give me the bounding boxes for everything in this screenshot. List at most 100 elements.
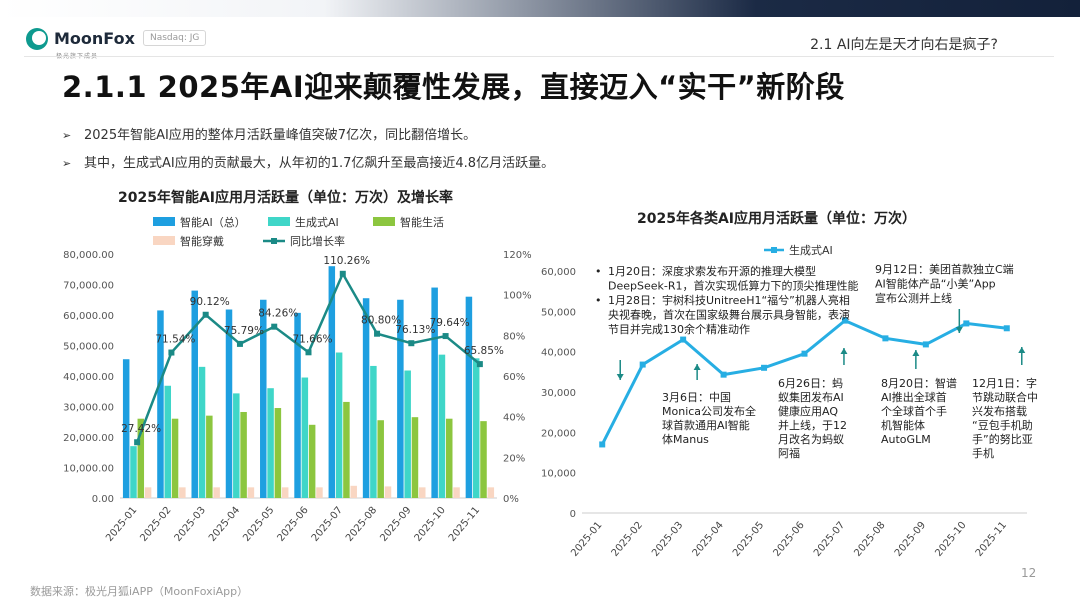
legend-label: 同比增长率 [290, 234, 345, 248]
x-tick-label: 2025-05 [731, 520, 766, 559]
annotation-text: 3月6日：中国 [662, 391, 731, 404]
growth-data-label: 76.13% [395, 324, 435, 336]
growth-data-label: 71.54% [155, 334, 195, 346]
bullet-item: ➢ 2025年智能AI应用的整体月活跃量峰值突破7亿次，同比翻倍增长。 [62, 124, 476, 143]
growth-data-label: 80.80% [361, 315, 401, 327]
bar-ai-total [294, 312, 301, 498]
y2-tick-label: 20% [503, 453, 525, 464]
growth-marker [408, 340, 415, 347]
legend-label: 智能AI（总） [180, 215, 246, 229]
growth-data-label: 84.26% [258, 308, 298, 320]
annotation-text: 宣布公测并上线 [875, 291, 952, 305]
bullet-item: ➢ 其中，生成式AI应用的贡献最大，从年初的1.7亿飙升至最高接近4.8亿月活跃量… [62, 152, 554, 171]
y-tick-label: 0.00 [92, 494, 114, 505]
gen-ai-marker [963, 320, 970, 327]
y-tick-label: 30,000 [541, 388, 576, 399]
growth-data-label: 90.12% [190, 296, 230, 308]
annotation-text: 并上线，于12 [778, 418, 847, 432]
arrow-bullet-icon: ➢ [62, 157, 72, 170]
y-tick-label: 70,000.00 [63, 281, 114, 292]
y2-tick-label: 120% [503, 250, 532, 261]
bar-ai-total [431, 287, 438, 498]
y-tick-label: 40,000.00 [63, 372, 114, 383]
gen-ai-marker [680, 336, 687, 343]
annotation-text: 1月20日：深度求索发布开源的推理大模型 [608, 264, 816, 278]
gen-ai-marker [720, 371, 727, 378]
bar-smart-wear [316, 487, 323, 498]
moonfox-logo: MoonFox [26, 28, 135, 50]
x-tick-label: 2025-03 [173, 505, 208, 544]
bar-smart-life [240, 411, 247, 498]
gen-ai-marker [922, 341, 929, 348]
ticker-badge: Nasdaq: JG [143, 30, 207, 46]
growth-marker [374, 330, 381, 337]
section-title: 2.1 AI向左是天才向右是疯子? [810, 37, 998, 53]
annotation-arrow-icon [912, 350, 920, 356]
growth-marker [442, 333, 449, 340]
y-tick-label: 60,000 [541, 267, 576, 278]
gen-ai-marker [1003, 325, 1010, 332]
bar-gen-ai [130, 446, 137, 498]
moonfox-logo-icon [26, 28, 48, 50]
x-tick-label: 2025-10 [933, 520, 968, 559]
y-tick-label: 20,000.00 [63, 433, 114, 444]
title-divider [24, 56, 1054, 57]
growth-data-label: 65.85% [464, 345, 504, 357]
x-tick-label: 2025-04 [207, 505, 242, 544]
growth-marker [134, 439, 141, 446]
legend-swatch [268, 217, 290, 226]
bar-smart-wear [179, 487, 186, 498]
y-tick-label: 20,000 [541, 428, 576, 439]
annotation-text: AutoGLM [881, 433, 931, 446]
bar-smart-wear [487, 487, 495, 498]
bar-ai-total [122, 359, 130, 498]
chart2-svg: 0 10,000 20,000 30,000 40,000 50,000 60,000 202… [541, 243, 1038, 559]
x-tick-label: 2025-08 [344, 505, 379, 544]
bullet-text: 2025年智能AI应用的整体月活跃量峰值突破7亿次，同比翻倍增长。 [84, 128, 477, 143]
bar-gen-ai [301, 377, 309, 498]
x-tick-label: 2025-06 [772, 520, 807, 559]
bar-smart-life [343, 401, 350, 498]
y-tick-label: 50,000 [541, 307, 576, 318]
growth-data-label: 75.79% [224, 325, 264, 337]
y2-tick-label: 100% [503, 291, 532, 302]
y2-tick-label: 60% [503, 372, 525, 383]
gen-ai-marker [599, 441, 606, 448]
x-tick-label: 2025-09 [893, 520, 928, 559]
annotation-text: 机智能体 [881, 418, 925, 432]
annotation-text: 6月26日：蚂 [778, 377, 843, 390]
growth-marker [476, 361, 483, 368]
gen-ai-marker [801, 350, 808, 357]
annotation-arrow-icon [955, 327, 963, 333]
growth-marker [271, 323, 278, 330]
growth-data-label: 79.64% [430, 317, 470, 329]
chart2-title: 2025年各类AI应用月活跃量（单位：万次） [637, 211, 917, 227]
annotation-text: 个全球首个手 [881, 404, 947, 418]
y-tick-label: 10,000.00 [63, 464, 114, 475]
x-tick-label: 2025-01 [569, 520, 604, 559]
bar-smart-wear [213, 487, 220, 498]
growth-marker [202, 311, 209, 318]
x-tick-label: 2025-08 [852, 520, 887, 559]
bar-ai-total [260, 299, 267, 498]
bar-smart-life [377, 420, 384, 498]
x-tick-label: 2025-09 [378, 505, 413, 544]
annotation-text: 12月1日：字 [972, 376, 1037, 390]
annotation-text: 手机 [972, 446, 994, 460]
bar-smart-life [171, 418, 179, 498]
bar-smart-wear [247, 487, 255, 498]
gen-ai-marker [841, 317, 848, 324]
growth-data-label: 110.26% [323, 255, 370, 267]
x-tick-label: 2025-02 [610, 520, 645, 559]
growth-marker [168, 349, 175, 356]
bar-ai-total [362, 298, 370, 498]
growth-marker [236, 340, 243, 347]
x-tick-label: 2025-03 [650, 520, 685, 559]
annotation-text: 健康应用AQ [778, 404, 838, 418]
bar-gen-ai [370, 365, 377, 498]
annotation-text: DeepSeek-R1，首次实现低算力下的顶尖推理性能 [608, 279, 859, 293]
page-number: 12 [1021, 566, 1037, 580]
annotation-text: 节跳动联合中 [972, 390, 1038, 404]
growth-data-label: 71.66% [292, 333, 332, 345]
bar-smart-life [445, 418, 453, 498]
